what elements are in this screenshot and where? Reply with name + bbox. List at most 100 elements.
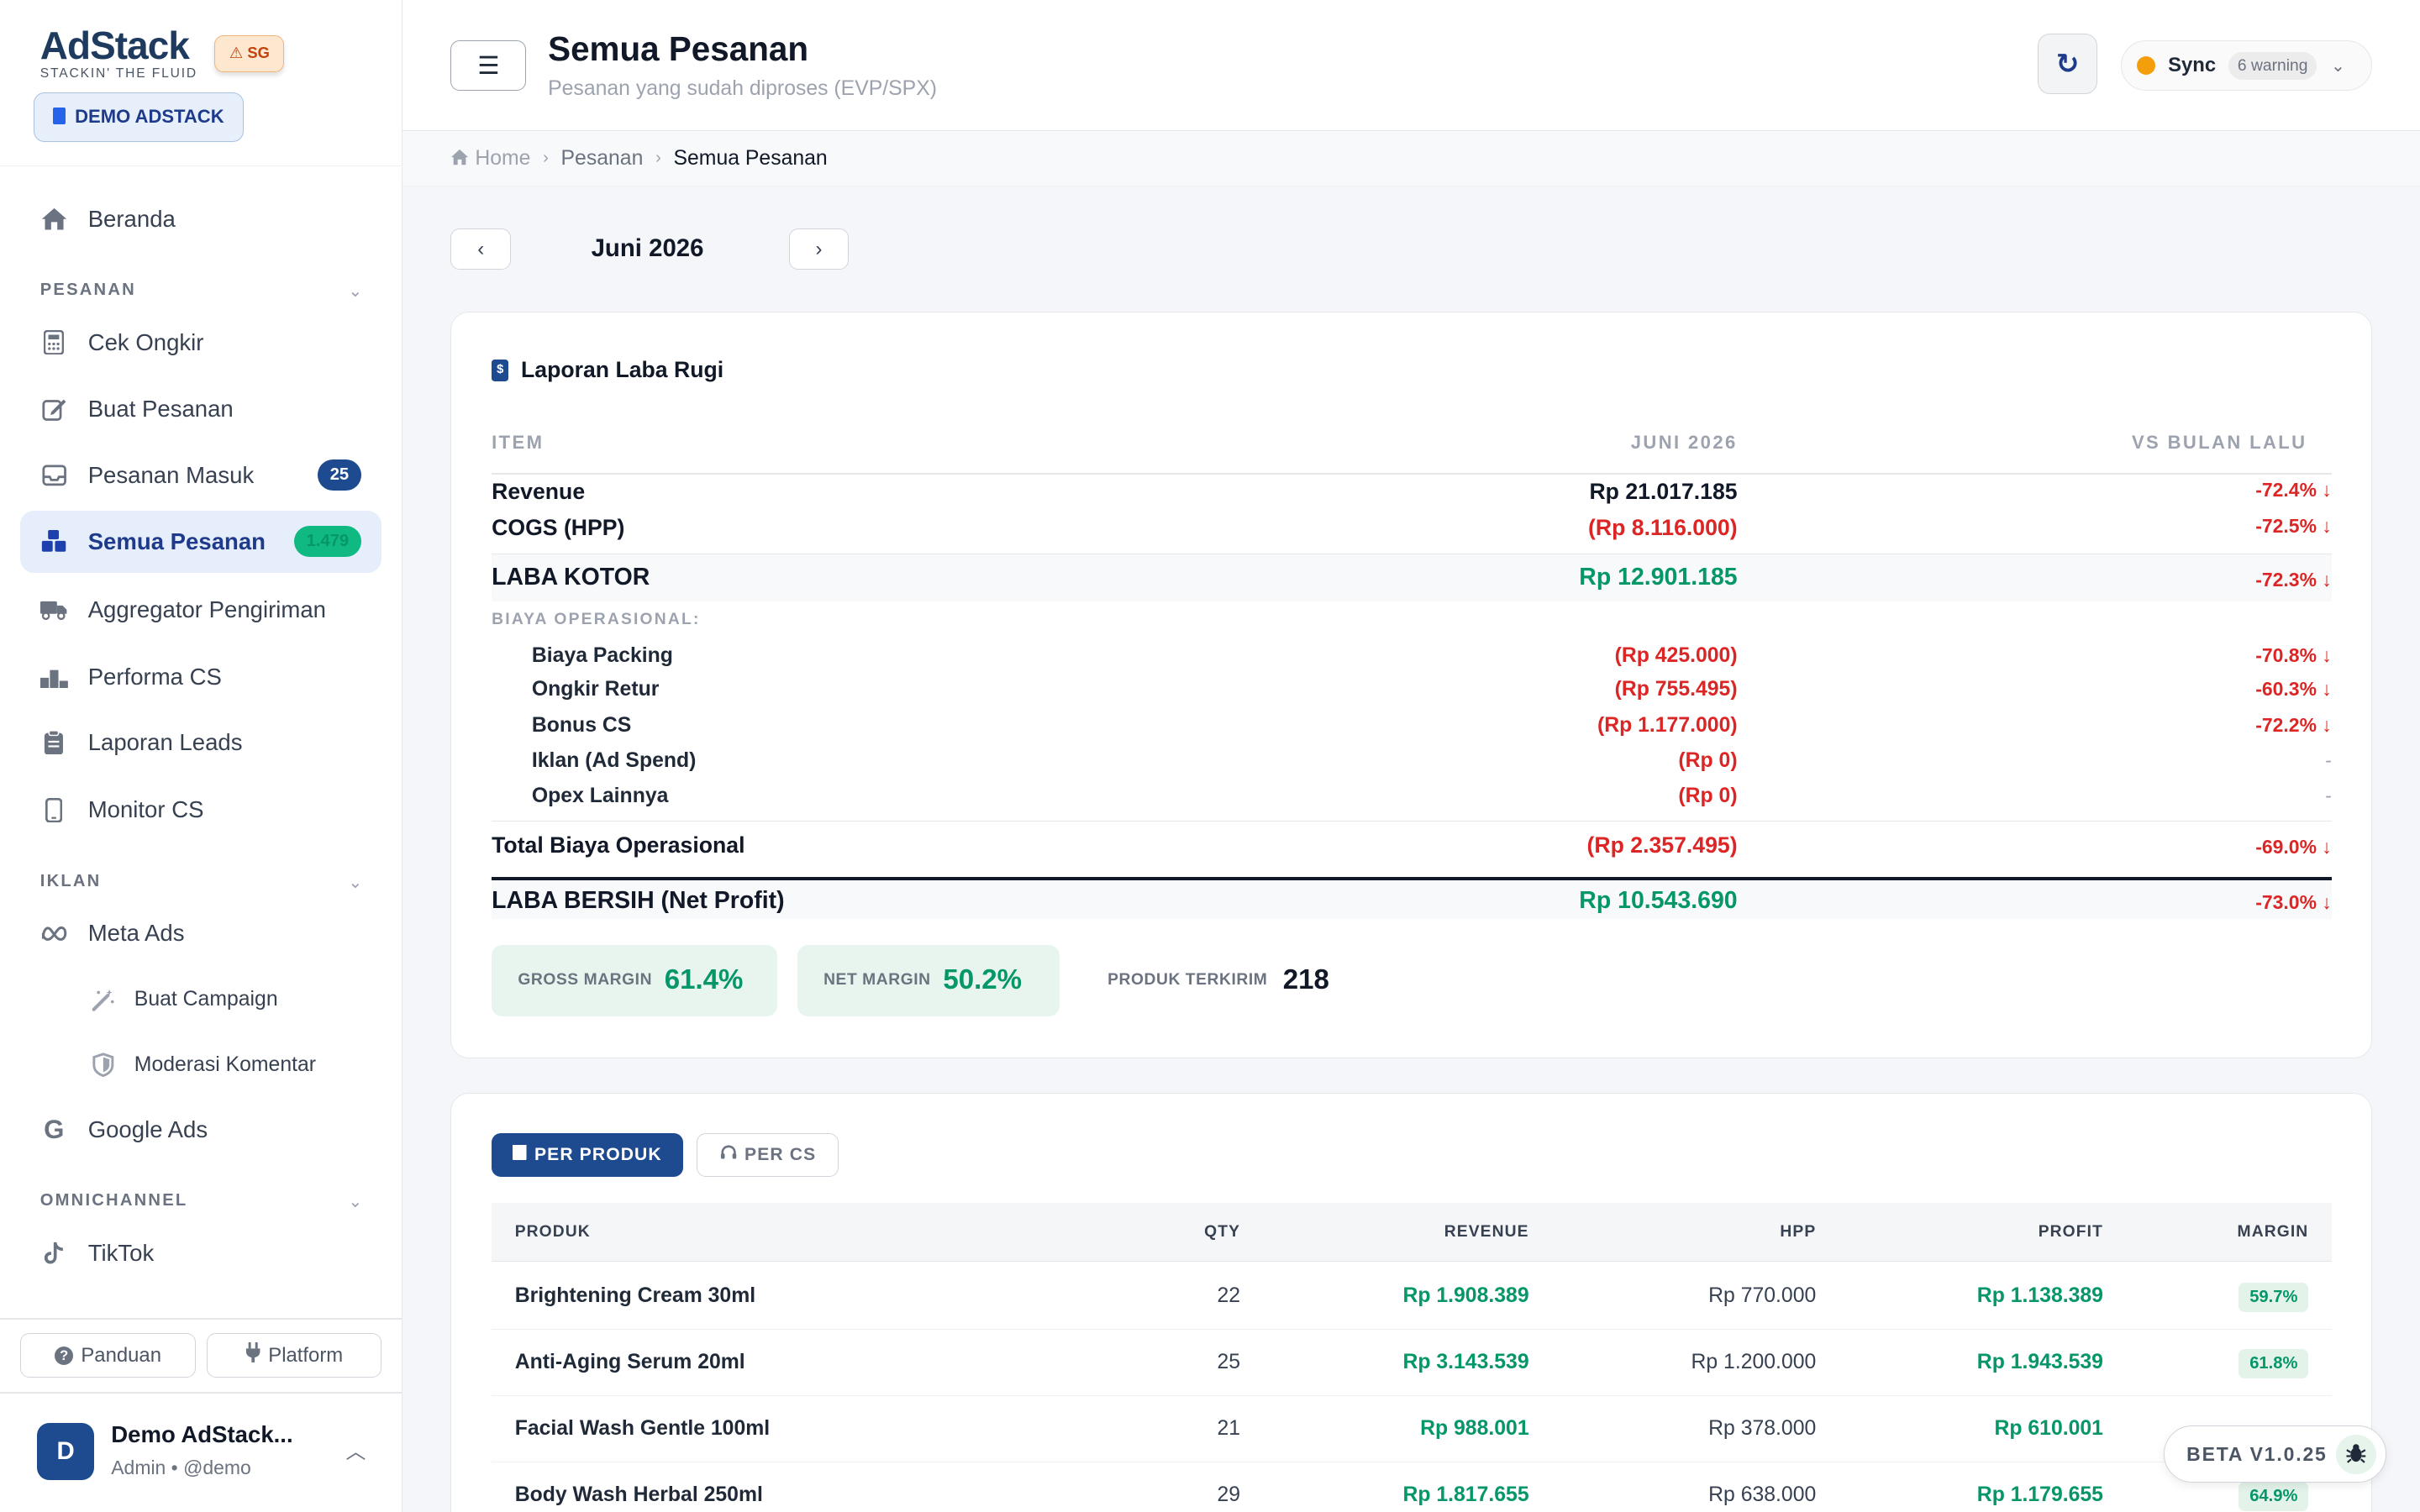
profit-loss-card: $ Laporan Laba Rugi ITEM JUNI 2026 VS BUL… xyxy=(450,312,2373,1059)
cell-profit: Rp 1.943.539 xyxy=(1976,1350,2103,1373)
margin-badge: 59.7% xyxy=(2238,1282,2309,1312)
section-omnichannel[interactable]: OMNICHANNEL ⌄ xyxy=(39,1191,365,1211)
panduan-button[interactable]: ? Panduan xyxy=(19,1333,197,1378)
sidebar-item-label: Laporan Leads xyxy=(87,728,243,755)
produk-terkirim-metric: PRODUK TERKIRIM 218 xyxy=(1107,945,1329,1016)
sidebar-item-pesanan-masuk[interactable]: Pesanan Masuk 25 xyxy=(20,444,381,506)
margin-badge: 64.9% xyxy=(2238,1481,2309,1511)
metric-value: 218 xyxy=(1282,964,1329,996)
google-icon: G xyxy=(44,1114,65,1144)
breadcrumb-home[interactable]: Home xyxy=(450,147,530,171)
product-breakdown-card: PER PRODUK PER CS PRODUK QTY REVENUE HPP… xyxy=(450,1092,2373,1512)
edit-icon xyxy=(40,395,68,423)
sidebar-item-cek-ongkir[interactable]: Cek Ongkir xyxy=(20,312,381,373)
table-row[interactable]: Facial Wash Gentle 100ml 21 Rp 988.001 R… xyxy=(492,1396,2332,1462)
sidebar-item-semua-pesanan[interactable]: Semua Pesanan 1.479 xyxy=(19,511,381,573)
tab-per-produk[interactable]: PER PRODUK xyxy=(492,1133,683,1177)
section-iklan[interactable]: IKLAN ⌄ xyxy=(39,871,365,892)
platform-button[interactable]: Platform xyxy=(207,1333,381,1378)
cell-profit: Rp 1.138.389 xyxy=(1976,1284,2103,1307)
col-qty[interactable]: QTY xyxy=(1204,1223,1241,1242)
sidebar-item-meta-ads[interactable]: Meta Ads xyxy=(20,903,381,964)
col-produk[interactable]: PRODUK xyxy=(514,1223,591,1242)
workspace-badge[interactable]: DEMO ADSTACK xyxy=(34,92,244,142)
row-label: Total Biaya Operasional xyxy=(492,832,745,858)
question-icon: ? xyxy=(55,1346,74,1365)
sync-status-dropdown[interactable]: Sync 6 warning ⌄ xyxy=(2121,39,2373,92)
chevron-up-icon[interactable]: ︿ xyxy=(345,1441,366,1464)
sidebar-item-laporan-leads[interactable]: Laporan Leads xyxy=(20,711,381,773)
sidebar-item-performa-cs[interactable]: Performa CS xyxy=(20,647,381,708)
breadcrumb-pesanan[interactable]: Pesanan xyxy=(560,146,644,170)
net-margin-metric: NET MARGIN 50.2% xyxy=(797,945,1060,1016)
row-label: Bonus CS xyxy=(531,713,632,737)
sidebar-item-label: Pesanan Masuk xyxy=(87,461,255,488)
table-row[interactable]: Anti-Aging Serum 20ml 25 Rp 3.143.539 Rp… xyxy=(492,1330,2332,1396)
brand-name: AdStack xyxy=(39,24,190,68)
pl-row-biaya-packing: Biaya Packing (Rp 425.000) -70.8% ↓ xyxy=(492,644,2332,675)
row-change: -72.4% ↓ xyxy=(2255,479,2332,501)
section-pesanan[interactable]: PESANAN ⌄ xyxy=(40,281,365,302)
card-title-label: Laporan Laba Rugi xyxy=(521,357,724,383)
workspace-label: DEMO ADSTACK xyxy=(75,106,224,128)
platform-label: Platform xyxy=(268,1343,344,1367)
sidebar-item-label: Performa CS xyxy=(87,664,222,690)
sidebar-item-label: Aggregator Pengiriman xyxy=(87,596,326,622)
sidebar-item-monitor-cs[interactable]: Monitor CS xyxy=(20,780,381,841)
period-label: Juni 2026 xyxy=(591,234,704,263)
section-label: OMNICHANNEL xyxy=(39,1191,188,1210)
phone-icon xyxy=(40,796,68,824)
avatar[interactable]: D xyxy=(37,1422,95,1480)
sidebar-item-moderasi-komentar[interactable]: Moderasi Komentar xyxy=(20,1034,381,1095)
row-change: -72.2% ↓ xyxy=(2255,713,2332,736)
box-icon xyxy=(513,1144,527,1165)
pl-header-row: ITEM JUNI 2026 VS BULAN LALU xyxy=(492,432,2332,475)
col-hpp[interactable]: HPP xyxy=(1780,1223,1817,1242)
row-value: (Rp 755.495) xyxy=(1614,678,1738,701)
col-margin[interactable]: MARGIN xyxy=(2237,1223,2309,1242)
cell-produk: Brightening Cream 30ml xyxy=(514,1284,756,1307)
row-change: -70.8% ↓ xyxy=(2255,644,2332,667)
refresh-icon: ↻ xyxy=(2055,49,2080,81)
pl-row-laba-kotor: LABA KOTOR Rp 12.901.185 -72.3% ↓ xyxy=(492,554,2332,601)
shield-icon xyxy=(90,1051,118,1079)
prev-month-button[interactable]: ‹ xyxy=(450,228,512,270)
row-change: -72.5% ↓ xyxy=(2255,514,2332,537)
home-icon xyxy=(451,150,469,165)
chevron-down-icon: ⌄ xyxy=(348,282,365,302)
tab-per-cs[interactable]: PER CS xyxy=(697,1133,839,1177)
sidebar-item-label: Meta Ads xyxy=(87,920,185,947)
pl-row-cogs: COGS (HPP) (Rp 8.116.000) -72.5% ↓ xyxy=(492,515,2332,555)
row-change: -60.3% ↓ xyxy=(2255,678,2332,701)
plug-icon xyxy=(245,1342,260,1368)
row-value: Rp 21.017.185 xyxy=(1589,479,1738,505)
refresh-button[interactable]: ↻ xyxy=(2037,34,2098,95)
divider xyxy=(0,1391,403,1394)
table-row[interactable]: Brightening Cream 30ml 22 Rp 1.908.389 R… xyxy=(492,1263,2332,1330)
sidebar-item-beranda[interactable]: Beranda xyxy=(20,188,381,249)
beta-feedback-button[interactable]: BETA V1.0.25 xyxy=(2164,1425,2386,1483)
invoice-icon: $ xyxy=(492,359,509,381)
magic-wand-icon xyxy=(90,986,118,1014)
sidebar-item-buat-campaign[interactable]: Buat Campaign xyxy=(20,969,381,1031)
col-profit[interactable]: PROFIT xyxy=(2038,1223,2103,1242)
region-badge[interactable]: ⚠ SG xyxy=(214,35,285,73)
brand-logo[interactable]: AdStack STACKIN' THE FLUID xyxy=(40,24,197,81)
table-row[interactable]: Body Wash Herbal 250ml 29 Rp 1.817.655 R… xyxy=(492,1462,2332,1512)
next-month-button[interactable]: › xyxy=(788,228,850,270)
row-label: Biaya Packing xyxy=(531,644,673,668)
sidebar-item-google-ads[interactable]: G Google Ads xyxy=(20,1099,381,1160)
user-name: Demo AdStack... xyxy=(111,1420,293,1447)
sidebar-item-tiktok[interactable]: TikTok xyxy=(20,1222,381,1284)
section-label: IKLAN xyxy=(39,871,102,890)
menu-toggle-button[interactable]: ☰ xyxy=(450,39,527,92)
headset-icon xyxy=(720,1145,737,1165)
pl-row-laba-bersih: LABA BERSIH (Net Profit) Rp 10.543.690 -… xyxy=(492,877,2332,919)
sidebar-item-aggregator-pengiriman[interactable]: Aggregator Pengiriman xyxy=(20,579,381,640)
metric-value: 50.2% xyxy=(943,964,1023,996)
row-change: - xyxy=(2325,748,2332,771)
sidebar-item-buat-pesanan[interactable]: Buat Pesanan xyxy=(20,378,381,439)
cell-qty: 21 xyxy=(1217,1416,1241,1440)
col-revenue[interactable]: REVENUE xyxy=(1444,1223,1529,1242)
card-title: $ Laporan Laba Rugi xyxy=(492,357,723,383)
